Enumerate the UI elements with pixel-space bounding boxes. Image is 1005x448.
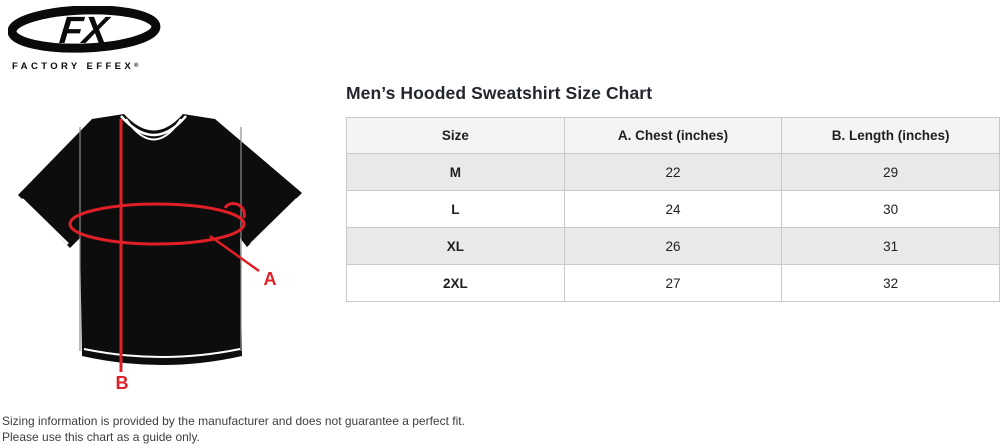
fx-logo-icon: FX xyxy=(7,5,161,53)
size-chart-pane: Men’s Hooded Sweatshirt Size Chart Size … xyxy=(346,83,1000,302)
collar-inner-line xyxy=(125,118,182,141)
logo-tagline: FACTORY EFFEX® xyxy=(12,61,139,72)
table-row: M 22 29 xyxy=(346,153,1000,191)
disclaimer-line-2: Please use this chart as a guide only. xyxy=(2,429,200,444)
logo-brand-text: FX xyxy=(57,10,113,52)
label-a: A xyxy=(264,269,277,289)
chest-cell: 26 xyxy=(563,227,783,265)
tshirt-body-shape xyxy=(18,114,302,365)
length-cell: 32 xyxy=(781,264,1000,302)
disclaimer-line-1: Sizing information is provided by the ma… xyxy=(2,414,465,428)
col-header-length: B. Length (inches) xyxy=(781,117,1000,154)
table-row: 2XL 27 32 xyxy=(346,264,1000,302)
disclaimer: Sizing information is provided by the ma… xyxy=(2,414,465,445)
tshirt-diagram-icon: A B xyxy=(18,114,302,393)
table-header-row: Size A. Chest (inches) B. Length (inches… xyxy=(346,117,1000,154)
chest-measure-ellipse xyxy=(68,202,246,246)
table-row: L 24 30 xyxy=(346,190,1000,228)
a-pointer-line xyxy=(209,234,260,273)
length-cell: 30 xyxy=(781,190,1000,228)
size-cell: L xyxy=(346,190,565,228)
label-b: B xyxy=(116,373,129,393)
size-cell: XL xyxy=(346,227,565,265)
col-header-chest: A. Chest (inches) xyxy=(563,117,783,154)
left-sleeve-hem-line xyxy=(21,198,69,245)
bottom-hem-line xyxy=(83,348,241,358)
length-cell: 29 xyxy=(781,153,1000,191)
page-title: Men’s Hooded Sweatshirt Size Chart xyxy=(346,83,653,103)
tshirt-measurement-diagram: A B xyxy=(0,95,340,395)
col-header-size: Size xyxy=(346,117,565,154)
chest-cell: 27 xyxy=(563,264,783,302)
size-cell: M xyxy=(346,153,565,191)
chest-cell: 24 xyxy=(563,190,783,228)
size-table: Size A. Chest (inches) B. Length (inches… xyxy=(346,117,1000,302)
brand-logo: FX FACTORY EFFEX® xyxy=(7,5,168,72)
right-sleeve-hem-line xyxy=(250,198,298,245)
registered-mark: ® xyxy=(134,63,139,69)
table-row: XL 26 31 xyxy=(346,227,1000,265)
chest-cell: 22 xyxy=(563,153,783,191)
size-table-body: M 22 29 L 24 30 XL 26 31 2XL 27 32 xyxy=(346,153,1000,302)
size-cell: 2XL xyxy=(346,264,565,302)
chest-measure-curl xyxy=(223,202,246,219)
length-cell: 31 xyxy=(781,227,1000,265)
